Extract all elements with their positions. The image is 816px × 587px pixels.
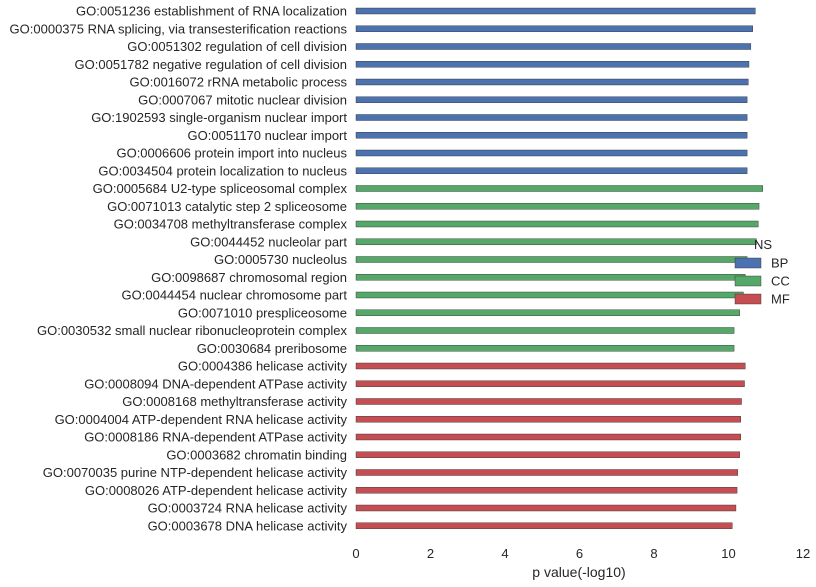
y-tick-label: GO:0003682 chromatin binding — [166, 447, 347, 462]
bar-mf — [355, 522, 733, 529]
legend-label-bp: BP — [771, 256, 788, 271]
bar-mf — [355, 398, 742, 405]
x-tick-label: 2 — [427, 546, 434, 561]
legend-swatch-cc — [734, 275, 762, 287]
bar-mf — [355, 416, 741, 423]
y-tick-label: GO:0034504 protein localization to nucle… — [98, 163, 347, 178]
bar-bp — [355, 96, 748, 103]
y-tick-label: GO:0030532 small nuclear ribonucleoprote… — [37, 323, 348, 338]
y-tick-label: GO:0034708 methyltransferase complex — [114, 217, 348, 232]
bar-cc — [355, 274, 746, 281]
bars-layer — [355, 7, 763, 529]
y-tick-label: GO:0051170 nuclear import — [188, 128, 348, 143]
y-tick-label: GO:0051302 regulation of cell division — [127, 39, 347, 54]
bar-cc — [355, 256, 748, 263]
x-tick-label: 8 — [650, 546, 657, 561]
x-axis-title: p value(-log10) — [532, 564, 625, 580]
bar-cc — [355, 220, 759, 228]
y-tick-label: GO:0071013 catalytic step 2 spliceosome — [107, 199, 347, 214]
bar-cc — [355, 185, 763, 192]
y-tick-label: GO:0016072 rRNA metabolic process — [130, 75, 348, 90]
y-tick-label: GO:0008094 DNA-dependent ATPase activity — [84, 376, 347, 391]
y-tick-label: GO:0070035 purine NTP-dependent helicase… — [43, 465, 348, 480]
legend-label-cc: CC — [771, 274, 790, 289]
bar-bp — [355, 78, 749, 86]
y-tick-label: GO:0006606 protein import into nucleus — [116, 146, 347, 161]
bar-cc — [355, 291, 744, 299]
x-tick-label: 0 — [352, 546, 359, 561]
bar-mf — [355, 451, 740, 458]
y-tick-label: GO:0044452 nucleolar part — [190, 234, 347, 249]
bar-mf — [355, 433, 741, 441]
bar-cc — [355, 238, 757, 245]
y-tick-label: GO:1902593 single-organism nuclear impor… — [91, 110, 347, 125]
bar-mf — [355, 380, 745, 387]
x-ticks-layer: 0 2 4 6 8 10 12 — [352, 546, 810, 561]
bar-bp — [355, 61, 750, 68]
y-tick-label: GO:0003724 RNA helicase activity — [148, 501, 348, 516]
legend-swatch-bp — [734, 257, 762, 269]
y-tick-label: GO:0051782 negative regulation of cell d… — [75, 57, 347, 72]
y-tick-label: GO:0008168 methyltransferase activity — [122, 394, 347, 409]
bar-bp — [355, 167, 748, 174]
bar-mf — [355, 469, 739, 476]
bar-cc — [355, 327, 735, 334]
bar-bp — [355, 114, 748, 121]
x-tick-label: 12 — [796, 546, 810, 561]
bar-mf — [355, 362, 746, 370]
y-tick-label: GO:0044454 nuclear chromosome part — [122, 288, 348, 303]
bar-cc — [355, 345, 735, 352]
y-tick-label: GO:0071010 prespliceosome — [178, 305, 347, 320]
bar-mf — [355, 487, 738, 494]
legend-label-mf: MF — [771, 292, 790, 307]
y-tick-label: GO:0005730 nucleolus — [214, 252, 347, 267]
bar-mf — [355, 504, 737, 512]
y-tick-label: GO:0007067 mitotic nuclear division — [138, 92, 347, 107]
bar-bp — [355, 7, 756, 15]
y-tick-label: GO:0004386 helicase activity — [178, 359, 348, 374]
y-tick-label: GO:0051236 establishment of RNA localiza… — [76, 4, 347, 19]
bar-bp — [355, 25, 753, 32]
y-tick-label: GO:0098687 chromosomal region — [151, 270, 347, 285]
legend: NS BP CC MF — [734, 237, 790, 307]
legend-swatch-mf — [734, 293, 762, 305]
y-labels-layer: GO:0051236 establishment of RNA localiza… — [10, 4, 348, 534]
y-tick-label: GO:0005684 U2-type spliceosomal complex — [93, 181, 348, 196]
bar-cc — [355, 203, 760, 210]
legend-title: NS — [754, 237, 772, 252]
x-tick-label: 6 — [576, 546, 583, 561]
x-tick-label: 10 — [721, 546, 735, 561]
y-tick-label: GO:0004004 ATP-dependent RNA helicase ac… — [55, 412, 348, 427]
x-tick-label: 4 — [501, 546, 508, 561]
bar-cc — [355, 309, 740, 316]
bar-bp — [355, 43, 752, 50]
bar-bp — [355, 132, 748, 139]
y-tick-label: GO:0008026 ATP-dependent helicase activi… — [85, 483, 348, 498]
y-tick-label: GO:0003678 DNA helicase activity — [148, 518, 348, 533]
y-tick-label: GO:0030684 preribosome — [197, 341, 347, 356]
bar-bp — [355, 149, 748, 157]
y-tick-label: GO:0008186 RNA-dependent ATPase activity — [84, 430, 347, 445]
y-tick-label: GO:0000375 RNA splicing, via transesteri… — [10, 21, 348, 36]
